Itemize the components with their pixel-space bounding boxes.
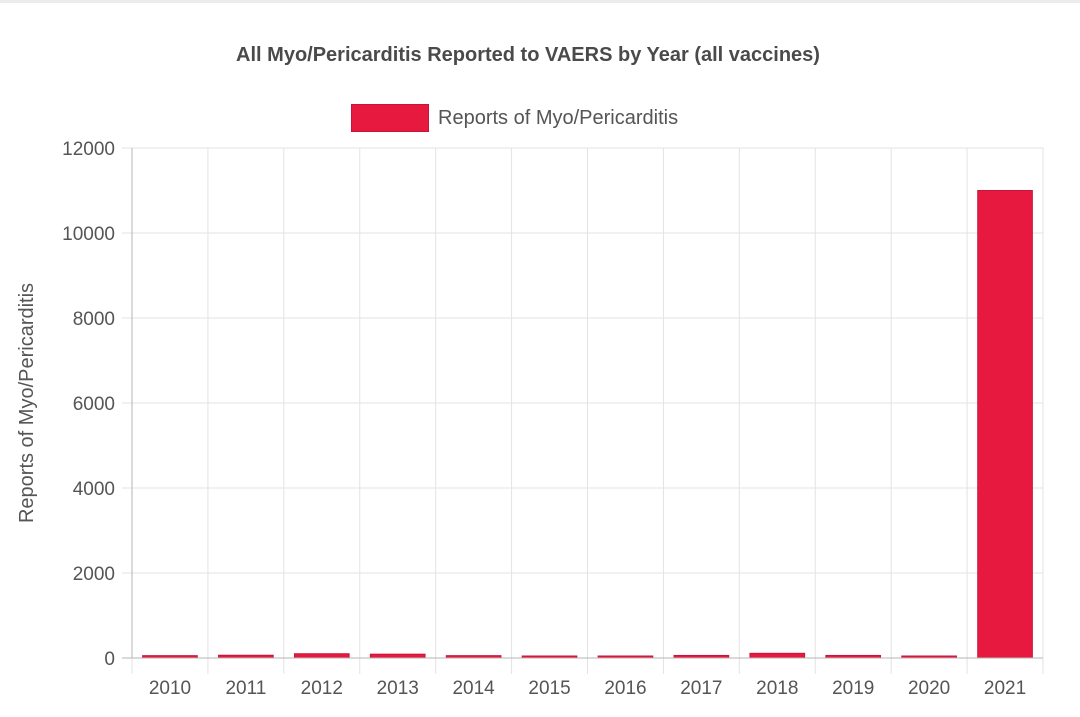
top-edge-divider (0, 0, 1080, 3)
y-tick-label: 2000 (73, 564, 115, 585)
x-tick-label: 2014 (452, 678, 495, 699)
x-tick-label: 2017 (680, 678, 722, 699)
x-tick-label: 2015 (528, 678, 570, 699)
x-tick-label: 2016 (604, 678, 646, 699)
x-tick-label: 2012 (301, 678, 343, 699)
x-tick-label: 2010 (149, 678, 191, 699)
y-tick-label: 0 (104, 649, 115, 670)
legend[interactable]: Reports of Myo/Pericarditis (351, 104, 678, 132)
grid-lines (122, 147, 1044, 674)
x-tick-label: 2019 (832, 678, 874, 699)
x-tick-label: 2021 (984, 678, 1026, 699)
bar-2021 (977, 190, 1033, 659)
y-tick-label: 12000 (62, 139, 115, 160)
tick-labels: 0 2000 4000 6000 8000 10000 12000 2010 2011 2012 2… (16, 139, 1026, 699)
x-tick-label: 2013 (377, 678, 419, 699)
bar-2012 (293, 653, 350, 659)
chart-title: All Myo/Pericarditis Reported to VAERS b… (236, 44, 820, 66)
y-axis-title: Reports of Myo/Pericarditis (16, 283, 38, 523)
bar-2013 (369, 653, 426, 659)
legend-label[interactable]: Reports of Myo/Pericarditis (438, 106, 679, 129)
bar-2018 (749, 652, 806, 659)
y-tick-label: 4000 (73, 479, 115, 500)
y-tick-label: 8000 (73, 309, 115, 330)
y-tick-label: 6000 (73, 394, 115, 415)
legend-swatch[interactable] (351, 104, 429, 132)
y-tick-label: 10000 (62, 224, 115, 245)
x-tick-label: 2011 (225, 678, 266, 699)
x-tick-label: 2018 (756, 678, 798, 699)
x-tick-label: 2020 (908, 678, 950, 699)
axes (122, 148, 1043, 659)
